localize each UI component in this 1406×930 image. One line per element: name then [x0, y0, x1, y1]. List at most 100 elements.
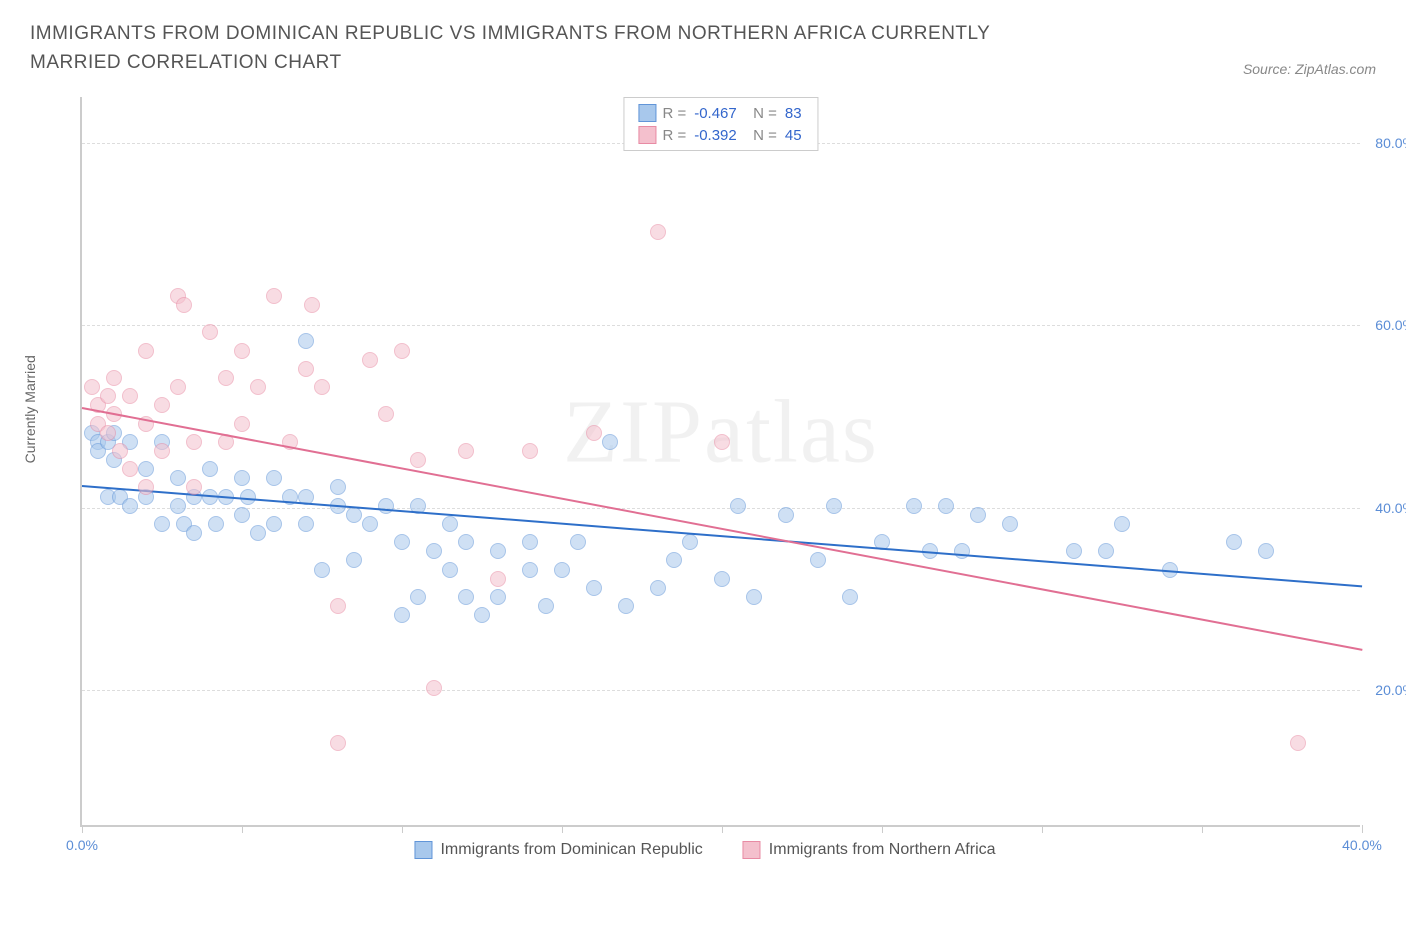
y-tick-label: 60.0% [1375, 317, 1406, 333]
legend-stats-row: R = -0.467 N = 83 [638, 102, 803, 124]
data-point [586, 425, 602, 441]
data-point [138, 461, 154, 477]
data-point [154, 443, 170, 459]
data-point [218, 370, 234, 386]
data-point [490, 589, 506, 605]
chart-area: Currently Married ZIPatlas R = -0.467 N … [40, 87, 1370, 867]
data-point [522, 443, 538, 459]
data-point [250, 525, 266, 541]
data-point [954, 543, 970, 559]
data-point [842, 589, 858, 605]
data-point [266, 516, 282, 532]
y-tick-label: 80.0% [1375, 135, 1406, 151]
data-point [266, 470, 282, 486]
data-point [426, 543, 442, 559]
watermark: ZIPatlas [563, 380, 879, 483]
source-label: Source: ZipAtlas.com [1243, 61, 1376, 77]
data-point [538, 598, 554, 614]
y-tick-label: 40.0% [1375, 500, 1406, 516]
legend-swatch [638, 126, 656, 144]
data-point [298, 361, 314, 377]
data-point [314, 562, 330, 578]
data-point [250, 379, 266, 395]
data-point [714, 434, 730, 450]
data-point [522, 534, 538, 550]
x-tick [1362, 825, 1363, 833]
data-point [208, 516, 224, 532]
data-point [122, 388, 138, 404]
legend-swatch [743, 841, 761, 859]
legend-r-label: R = [662, 127, 686, 144]
data-point [138, 343, 154, 359]
data-point [730, 498, 746, 514]
data-point [234, 343, 250, 359]
data-point [458, 534, 474, 550]
data-point [112, 443, 128, 459]
x-tick [242, 825, 243, 833]
data-point [362, 516, 378, 532]
x-tick [882, 825, 883, 833]
data-point [234, 507, 250, 523]
x-tick [722, 825, 723, 833]
data-point [346, 507, 362, 523]
data-point [1066, 543, 1082, 559]
gridline [82, 690, 1360, 691]
data-point [522, 562, 538, 578]
legend-n-value: 83 [785, 105, 802, 122]
legend-series-item: Immigrants from Dominican Republic [414, 841, 702, 859]
data-point [202, 324, 218, 340]
data-point [170, 498, 186, 514]
legend-stats: R = -0.467 N = 83R = -0.392 N = 45 [623, 97, 818, 151]
data-point [186, 525, 202, 541]
data-point [426, 680, 442, 696]
data-point [346, 552, 362, 568]
data-point [298, 333, 314, 349]
gridline [82, 325, 1360, 326]
data-point [442, 516, 458, 532]
legend-series-label: Immigrants from Dominican Republic [440, 841, 702, 859]
data-point [122, 498, 138, 514]
x-tick [562, 825, 563, 833]
data-point [618, 598, 634, 614]
data-point [826, 498, 842, 514]
data-point [970, 507, 986, 523]
data-point [330, 479, 346, 495]
data-point [234, 470, 250, 486]
data-point [176, 297, 192, 313]
data-point [100, 388, 116, 404]
x-tick [402, 825, 403, 833]
legend-r-label: R = [662, 105, 686, 122]
gridline [82, 508, 1360, 509]
legend-n-label: N = [745, 127, 777, 144]
data-point [122, 461, 138, 477]
legend-r-value: -0.467 [694, 105, 737, 122]
data-point [154, 397, 170, 413]
data-point [570, 534, 586, 550]
legend-swatch [414, 841, 432, 859]
y-tick-label: 20.0% [1375, 682, 1406, 698]
data-point [1226, 534, 1242, 550]
legend-series-label: Immigrants from Northern Africa [769, 841, 996, 859]
data-point [650, 224, 666, 240]
data-point [410, 589, 426, 605]
x-tick [1202, 825, 1203, 833]
header-row: IMMIGRANTS FROM DOMINICAN REPUBLIC VS IM… [30, 20, 1376, 77]
data-point [240, 489, 256, 505]
data-point [1290, 735, 1306, 751]
legend-series-item: Immigrants from Northern Africa [743, 841, 996, 859]
data-point [330, 735, 346, 751]
data-point [586, 580, 602, 596]
data-point [650, 580, 666, 596]
legend-series: Immigrants from Dominican Republic Immigr… [414, 841, 995, 859]
data-point [154, 516, 170, 532]
data-point [186, 434, 202, 450]
data-point [234, 416, 250, 432]
data-point [682, 534, 698, 550]
data-point [106, 370, 122, 386]
data-point [602, 434, 618, 450]
data-point [410, 452, 426, 468]
y-axis-title: Currently Married [22, 355, 38, 463]
x-tick-label: 0.0% [66, 837, 98, 853]
data-point [458, 443, 474, 459]
data-point [1098, 543, 1114, 559]
